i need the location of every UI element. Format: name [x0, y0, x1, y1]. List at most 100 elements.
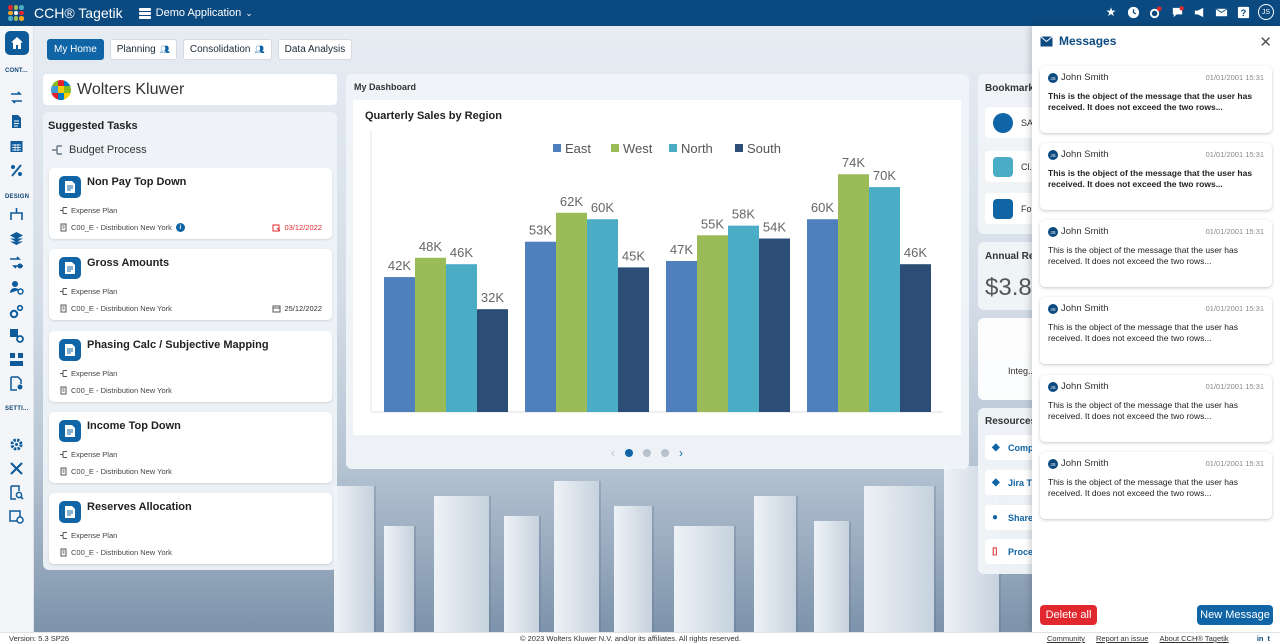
- org-chart-icon[interactable]: [9, 352, 24, 367]
- resource-link[interactable]: ● Share...: [985, 505, 1038, 530]
- application-selector[interactable]: Demo Application ⌄: [138, 7, 253, 19]
- integration-panel[interactable]: Integ...: [978, 318, 1038, 400]
- rail-section-settings: SETTI...: [5, 406, 29, 412]
- annual-revenue-title: Annual Re...: [985, 251, 1038, 262]
- info-icon[interactable]: i: [175, 223, 185, 232]
- tab-data-analysis[interactable]: Data Analysis: [277, 39, 353, 60]
- bar: [807, 219, 838, 412]
- message-text: This is the object of the message that t…: [1048, 168, 1253, 189]
- process-name: Budget Process: [69, 144, 147, 156]
- delete-all-button[interactable]: Delete all: [1040, 605, 1097, 625]
- tab-consolidation[interactable]: Consolidation 👥︎: [182, 39, 272, 60]
- mail-icon: [1040, 35, 1053, 46]
- task-entity: C00_E - Distribution New York: [59, 467, 172, 476]
- process-group[interactable]: Budget Process: [51, 144, 147, 156]
- help-icon[interactable]: ?: [1236, 5, 1250, 19]
- community-link[interactable]: Community: [1047, 634, 1085, 643]
- megaphone-icon[interactable]: [1192, 5, 1206, 19]
- bookmark-item[interactable]: Cl...: [985, 151, 1038, 182]
- sender-avatar: JS: [1048, 304, 1058, 314]
- data-label: 74K: [842, 155, 865, 170]
- pager-dot[interactable]: [643, 449, 651, 457]
- task-card[interactable]: Gross Amounts Expense Plan C00_E - Distr…: [49, 249, 332, 320]
- pager-dot[interactable]: [625, 449, 633, 457]
- document-icon[interactable]: [9, 114, 24, 129]
- linkedin-icon[interactable]: in: [1256, 634, 1264, 643]
- bar-chart: East West North South 42K 48K 46K 32K 53K 62K 60K 4…: [370, 130, 943, 413]
- app-logo[interactable]: [8, 5, 24, 21]
- percent-icon[interactable]: [9, 163, 24, 178]
- chart-container: East West North South 42K 48K 46K 32K 53K 62K 60K 4…: [353, 100, 961, 435]
- message-text: This is the object of the message that t…: [1048, 400, 1238, 421]
- star-icon[interactable]: ★: [1105, 5, 1117, 19]
- data-label: 45K: [622, 248, 645, 263]
- resource-link[interactable]: ▯ Proce...: [985, 539, 1038, 564]
- report-issue-link[interactable]: Report an issue: [1095, 634, 1149, 643]
- resource-link[interactable]: ◆Jira Ti...: [985, 470, 1038, 495]
- task-icon: [59, 176, 81, 198]
- data-label: 70K: [873, 168, 896, 183]
- new-message-button[interactable]: New Message: [1197, 605, 1273, 625]
- home-icon[interactable]: [5, 31, 29, 55]
- gears-icon[interactable]: [9, 304, 24, 319]
- bar: [587, 219, 618, 412]
- message-card[interactable]: JS John Smith 01/01/2001 15:31 This is t…: [1040, 66, 1272, 133]
- legend-swatch: [611, 144, 619, 152]
- settings-alert-icon[interactable]: [1148, 5, 1162, 19]
- top-bar: CCH® Tagetik Demo Application ⌄ ★ ? JS: [0, 0, 1280, 26]
- report-gear-icon[interactable]: [9, 376, 24, 391]
- legend-label: South: [747, 141, 781, 156]
- task-card[interactable]: Non Pay Top Down Expense Plan C00_E - Di…: [49, 168, 332, 239]
- process-icon[interactable]: [9, 255, 24, 270]
- about-link[interactable]: About CCH® Tagetik: [1159, 634, 1229, 643]
- bar: [728, 225, 759, 412]
- hierarchy-icon[interactable]: [9, 207, 24, 222]
- task-entity: C00_E - Distribution New York: [59, 548, 172, 557]
- chevron-right-icon[interactable]: ›: [679, 446, 683, 460]
- people-icon: 👥︎: [254, 45, 265, 54]
- message-card[interactable]: JS John Smith 01/01/2001 15:31 This is t…: [1040, 143, 1272, 210]
- settings-icon[interactable]: [9, 437, 24, 452]
- people-icon: 👥︎: [159, 45, 170, 54]
- wolters-kluwer-logo-icon: [51, 79, 71, 100]
- search-doc-icon[interactable]: [9, 485, 24, 500]
- tab-my-home[interactable]: My Home: [47, 39, 104, 60]
- pager-dot[interactable]: [661, 449, 669, 457]
- close-icon[interactable]: ✕: [1259, 34, 1272, 51]
- task-icon: [59, 257, 81, 279]
- message-card[interactable]: JS John Smith 01/01/2001 15:31 This is t…: [1040, 297, 1272, 364]
- flow-icon[interactable]: [9, 90, 24, 105]
- sender-avatar: JS: [1048, 227, 1058, 237]
- tab-planning[interactable]: Planning 👥︎: [109, 39, 177, 60]
- clock-icon[interactable]: [1126, 5, 1140, 19]
- user-avatar[interactable]: JS: [1258, 4, 1274, 20]
- workflow-icon: [60, 288, 67, 295]
- message-text: This is the object of the message that t…: [1048, 91, 1253, 112]
- schedule-icon[interactable]: [9, 509, 24, 524]
- chart-title: Quarterly Sales by Region: [365, 110, 502, 122]
- mail-icon[interactable]: [1214, 5, 1228, 19]
- message-card[interactable]: JS John Smith 01/01/2001 15:31 This is t…: [1040, 452, 1272, 519]
- task-card[interactable]: Reserves Allocation Expense Plan C00_E -…: [49, 493, 332, 564]
- message-text: This is the object of the message that t…: [1048, 322, 1238, 343]
- layers-icon[interactable]: [9, 231, 24, 246]
- task-entity: C00_E - Distribution New York: [59, 304, 172, 313]
- task-card[interactable]: Income Top Down Expense Plan C00_E - Dis…: [49, 412, 332, 483]
- resource-link[interactable]: ◆ Comp...: [985, 435, 1038, 460]
- message-card[interactable]: JS John Smith 01/01/2001 15:31 This is t…: [1040, 220, 1272, 287]
- data-gear-icon[interactable]: [9, 328, 24, 343]
- calendar-icon[interactable]: [9, 138, 24, 153]
- bookmark-item[interactable]: Fo...: [985, 193, 1038, 224]
- bar: [525, 241, 556, 412]
- tools-icon[interactable]: [9, 461, 24, 476]
- chat-icon[interactable]: [1170, 5, 1184, 19]
- legend-swatch: [553, 144, 561, 152]
- message-card[interactable]: JS John Smith 01/01/2001 15:31 This is t…: [1040, 375, 1272, 442]
- task-card[interactable]: Phasing Calc / Subjective Mapping Expens…: [49, 331, 332, 402]
- chevron-left-icon[interactable]: ‹: [611, 446, 615, 460]
- sender-name: John Smith: [1061, 458, 1109, 469]
- bookmark-item[interactable]: SA...: [985, 107, 1038, 138]
- bar: [384, 277, 415, 412]
- twitter-icon[interactable]: t: [1267, 634, 1271, 643]
- user-gear-icon[interactable]: [9, 280, 24, 295]
